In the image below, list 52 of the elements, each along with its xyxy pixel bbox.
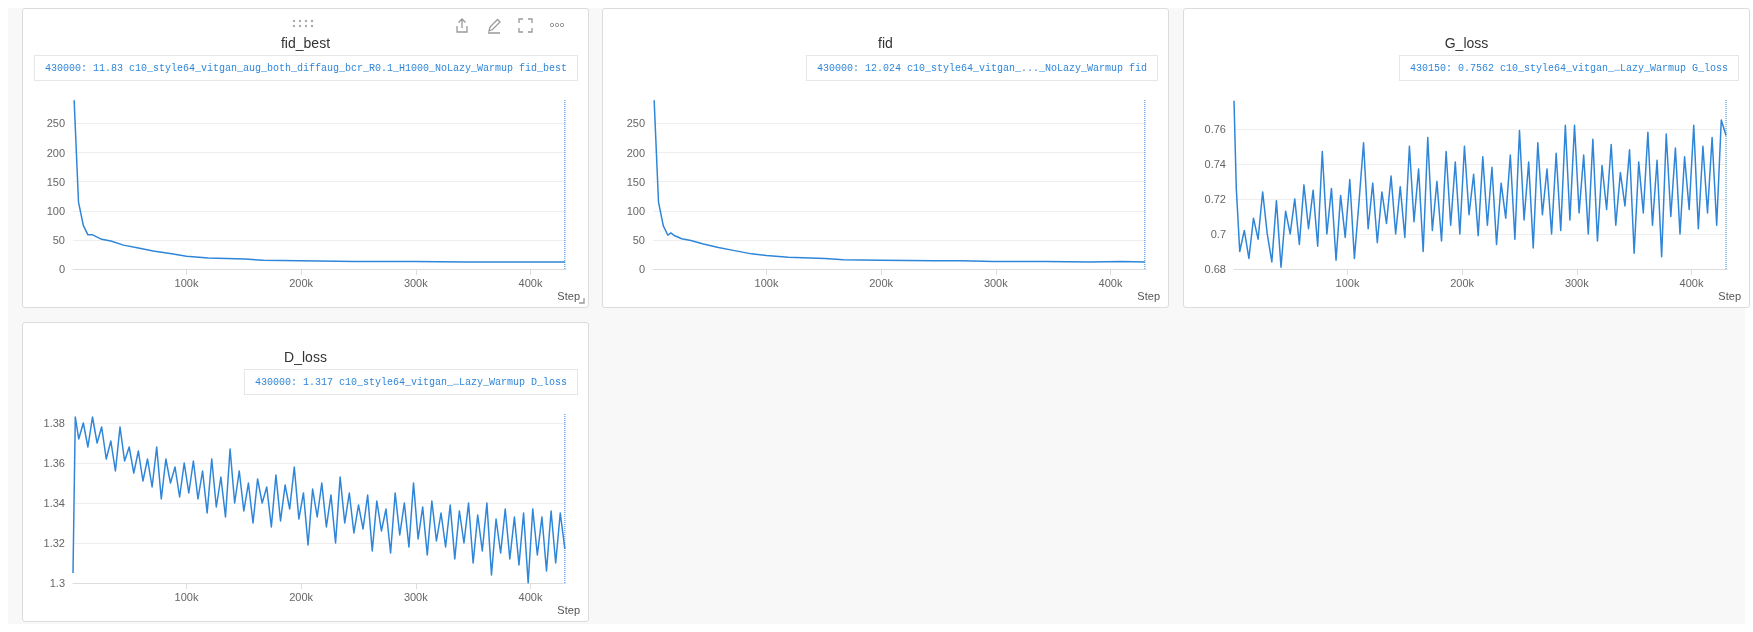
x-tick-label: 400k xyxy=(518,590,543,603)
y-tick-label: 1.36 xyxy=(43,457,65,469)
line-series xyxy=(72,416,566,584)
chart-title: fid xyxy=(878,35,893,51)
y-tick-label: 1.3 xyxy=(49,577,65,589)
x-tick-label: 400k xyxy=(518,276,543,289)
x-axis-title: Step xyxy=(1718,289,1742,302)
text: 430150: 0.7562 c10_style64_vitgan_…Lazy_Warmup G_loss xyxy=(1409,62,1729,74)
x-tick-label: 300k xyxy=(403,590,429,603)
y-tick-label: 1.34 xyxy=(43,497,65,509)
chart-title: D_loss xyxy=(284,349,327,365)
x-tick-label: 300k xyxy=(403,276,429,289)
y-tick-label: 1.38 xyxy=(43,417,65,429)
text: 430000: 1.317 c10_style64_vitgan_…Lazy_Warmup D_loss xyxy=(254,376,568,388)
x-tick-label: 100k xyxy=(174,276,199,289)
x-tick-label: 200k xyxy=(289,276,314,289)
y-tick-label: 200 xyxy=(46,146,65,159)
y-tick-label: 250 xyxy=(46,117,65,130)
x-tick-label: 200k xyxy=(869,276,894,289)
x-tick-label: 300k xyxy=(983,276,1009,289)
y-tick-label: 100 xyxy=(626,204,645,217)
x-axis-title: Step xyxy=(1137,289,1161,302)
y-tick-label: 1.32 xyxy=(43,537,65,549)
x-axis-title: Step xyxy=(557,289,581,302)
x-tick-label: 400k xyxy=(1679,276,1704,289)
y-tick-label: 0.72 xyxy=(1204,192,1226,205)
line-series xyxy=(1233,100,1727,268)
x-tick-label: 300k xyxy=(1564,276,1590,289)
x-tick-label: 400k xyxy=(1098,276,1123,289)
y-tick-label: 150 xyxy=(626,175,645,188)
x-tick-label: 100k xyxy=(1335,276,1360,289)
y-tick-label: 0.68 xyxy=(1204,263,1226,275)
y-tick-label: 250 xyxy=(626,117,645,130)
y-tick-label: 0.76 xyxy=(1204,122,1226,135)
x-axis-title: Step xyxy=(557,603,581,616)
y-tick-label: 0.74 xyxy=(1204,157,1226,170)
y-tick-label: 150 xyxy=(46,175,65,188)
text: 430000: 11.83 c10_style64_vitgan_aug_both_diffaug_bcr_R0.1_H1000_NoLazy_Warmup fid_best xyxy=(44,62,568,74)
chart-title: G_loss xyxy=(1444,35,1489,51)
y-tick-label: 50 xyxy=(52,233,65,246)
x-tick-label: 100k xyxy=(754,276,779,289)
x-tick-label: 200k xyxy=(1450,276,1475,289)
y-tick-label: 200 xyxy=(626,146,645,159)
y-tick-label: 0 xyxy=(638,263,645,275)
y-tick-label: 100 xyxy=(46,204,65,217)
y-tick-label: 0.7 xyxy=(1210,227,1226,240)
text: 430000: 12.024 c10_style64_vitgan_..._NoLazy_Warmup fid xyxy=(816,62,1148,74)
y-tick-label: 50 xyxy=(632,233,645,246)
y-tick-label: 0 xyxy=(58,263,65,275)
chart-title: fid_best xyxy=(280,35,331,51)
x-tick-label: 100k xyxy=(174,590,199,603)
x-tick-label: 200k xyxy=(289,590,314,603)
